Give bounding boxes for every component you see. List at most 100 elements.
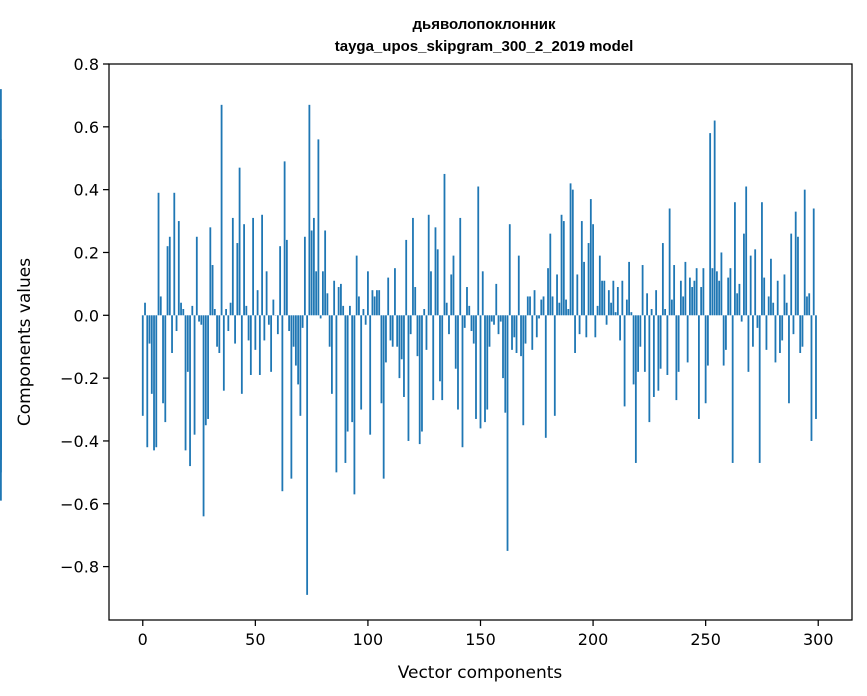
bar [249,315,252,375]
bar [315,271,318,316]
y-tick-label: −0.4 [60,432,99,451]
bar [745,186,748,316]
bar [637,315,640,372]
bar [736,293,739,316]
bar [479,315,482,429]
x-tick-label: 150 [465,630,496,649]
bar [718,280,721,316]
bar [499,315,502,322]
bar [430,271,432,316]
bar [191,305,194,316]
bar [193,315,196,435]
bar [288,315,291,332]
bar [198,315,200,322]
bar [560,214,563,316]
bar [740,315,743,322]
bar [650,309,653,316]
bar [504,315,507,413]
bar [432,315,435,401]
bar [785,302,788,316]
bar [657,315,660,391]
bar [630,312,633,316]
bar [743,233,745,316]
bar [734,202,736,316]
bar [225,309,227,316]
bar [641,265,644,316]
bar [571,189,574,316]
bar [511,315,513,350]
bar [407,315,410,441]
bar [326,293,329,316]
bar [358,296,360,316]
bar [594,315,597,338]
bar [772,302,775,316]
bar [150,315,153,394]
bar [466,287,468,316]
y-tick-label: 0.2 [74,243,99,262]
bar [587,243,590,316]
bar [256,290,259,316]
bar [752,315,754,347]
bar [797,236,799,316]
bar [189,315,191,467]
bar [362,309,365,316]
bar [596,305,599,316]
bar [567,309,570,316]
bar [574,315,576,353]
bar [344,315,347,463]
bar [488,315,491,347]
bar [301,315,304,328]
x-tick-label: 250 [690,630,721,649]
bar [472,315,475,344]
bar [436,249,439,316]
bar [675,315,678,401]
bar [425,315,428,350]
bar [423,309,426,316]
bar [763,277,766,316]
bar [607,290,610,316]
bar [614,312,617,316]
bar [229,302,232,316]
bar [159,296,162,316]
bar [209,227,212,316]
x-tick-label: 50 [245,630,265,649]
bar [324,230,327,316]
bar [558,302,561,316]
bar [632,315,635,385]
bar [349,305,351,316]
bar [808,293,811,316]
bar [312,217,315,316]
bar [610,302,612,316]
bar [184,315,187,451]
bar [439,315,441,382]
bar [601,280,603,316]
bar [175,315,178,332]
bar [369,315,372,435]
bar [252,217,254,316]
bar [434,227,437,316]
bar [684,261,687,316]
bar [628,261,630,316]
bar [265,271,268,316]
bar [652,315,655,397]
bar [709,133,712,316]
bar [448,315,450,335]
bar [452,255,455,316]
bar [517,255,520,316]
bar [236,243,239,316]
bar [378,290,381,316]
bar [598,255,601,316]
bar [549,233,552,316]
bar [319,315,322,319]
x-tick-label: 200 [578,630,609,649]
bar [463,315,466,328]
bar [443,173,446,316]
bar [664,309,667,316]
x-axis-ticks: 0 50 100 150 200 250 300 [138,620,834,649]
bar [290,315,293,479]
bar [529,296,531,316]
bar [148,315,151,344]
bar [623,315,626,407]
